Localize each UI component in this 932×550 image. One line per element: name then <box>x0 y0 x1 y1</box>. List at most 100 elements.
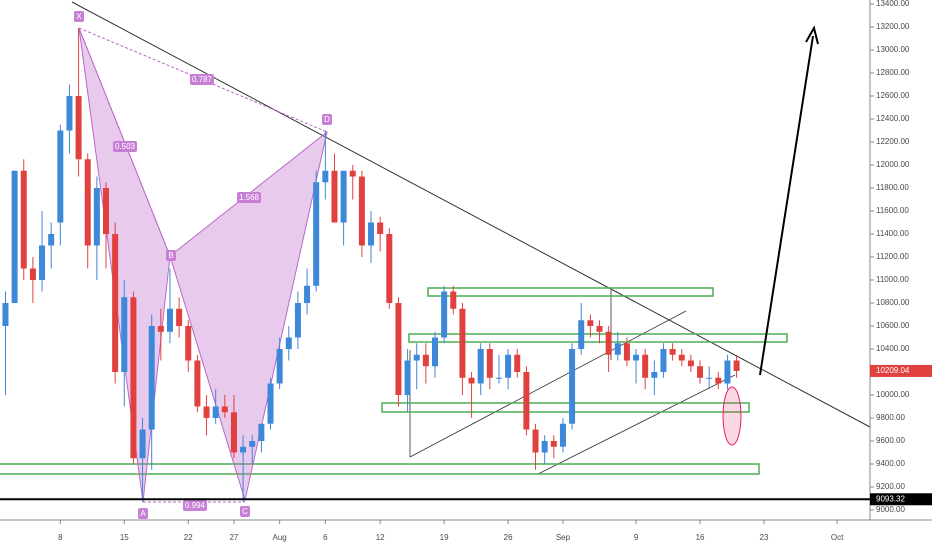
trend-line <box>409 310 687 458</box>
candle-body <box>249 440 256 447</box>
candle-body <box>103 188 110 235</box>
price-tag-label: 9093.32 <box>876 494 905 503</box>
candle-body <box>523 372 530 430</box>
candle-body <box>514 354 521 373</box>
candle-body <box>166 308 173 332</box>
candle-body <box>468 377 475 384</box>
candle-body <box>550 440 557 447</box>
candle-body <box>194 360 201 407</box>
zone <box>408 333 788 343</box>
candle-body <box>450 291 457 309</box>
candle-body <box>687 360 694 367</box>
x-tick-label: 26 <box>504 533 513 542</box>
y-tick-label: 10400.00 <box>876 344 910 353</box>
zone <box>427 287 714 297</box>
candle-body <box>697 366 704 378</box>
candle-body <box>614 343 621 355</box>
point-label: D <box>324 115 330 124</box>
candle-body <box>678 354 685 361</box>
candle-body <box>642 354 649 378</box>
candle-body <box>386 234 393 304</box>
y-tick-label: 10800.00 <box>876 298 910 307</box>
zone <box>0 463 760 475</box>
x-tick-label: Oct <box>831 533 844 542</box>
candle-body <box>230 412 237 453</box>
point-label: B <box>168 251 173 260</box>
candle-body <box>340 170 347 223</box>
candle-body <box>48 234 55 246</box>
candle-body <box>276 349 283 384</box>
candle-body <box>532 429 539 453</box>
candle-body <box>669 349 676 355</box>
y-tick-label: 12600.00 <box>876 91 910 100</box>
candle-body <box>2 303 9 327</box>
ratio-label: 0.994 <box>185 501 206 510</box>
candle-body <box>20 170 27 269</box>
candle-body <box>157 326 164 332</box>
ratio-label: 1.568 <box>239 193 260 202</box>
highlight <box>722 386 742 446</box>
candle-body <box>139 429 146 459</box>
candle-body <box>486 349 493 378</box>
candle-body <box>413 354 420 361</box>
candle-body <box>706 377 713 379</box>
last-price-label: 10209.04 <box>876 366 910 375</box>
y-tick-label: 12400.00 <box>876 114 910 123</box>
pattern-labels: X A B C D 0.787 0.503 1.568 0.994 <box>74 11 332 519</box>
candle-body <box>39 245 46 281</box>
y-tick-label: 9400.00 <box>876 459 905 468</box>
x-tick-label: 6 <box>323 533 328 542</box>
candle-body <box>313 182 320 286</box>
candle-body <box>541 440 548 453</box>
candle-body <box>358 176 365 246</box>
label-box <box>183 500 207 511</box>
label-box <box>237 192 261 203</box>
point-label: A <box>140 509 146 518</box>
y-tick-label: 13400.00 <box>876 0 910 8</box>
ratio-label: 0.503 <box>115 142 136 151</box>
candles <box>2 28 740 502</box>
y-tick-label: 10000.00 <box>876 390 910 399</box>
candle-body <box>176 308 183 327</box>
candle-body <box>578 320 585 350</box>
candle-body <box>29 268 36 281</box>
candle-body <box>559 423 566 447</box>
forecast-arrow <box>759 35 814 376</box>
y-tick-label: 9600.00 <box>876 436 905 445</box>
y-tick-label: 13200.00 <box>876 22 910 31</box>
candle-body <box>505 354 512 378</box>
ratio-label: 0.787 <box>192 75 213 84</box>
y-tick-label: 9000.00 <box>876 505 905 514</box>
candle-body <box>267 383 274 424</box>
y-tick-label: 11000.00 <box>876 275 909 284</box>
candle-body <box>331 170 338 223</box>
label-box <box>240 506 250 517</box>
y-tick-label: 9200.00 <box>876 482 905 491</box>
x-tick-label: 12 <box>376 533 385 542</box>
x-tick-label: Sep <box>556 533 571 542</box>
x-tick-label: 16 <box>696 533 705 542</box>
x-tick-label: 15 <box>120 533 129 542</box>
candle-body <box>404 360 411 396</box>
label-box <box>166 250 176 261</box>
candle-body <box>258 423 265 441</box>
candle-body <box>569 349 576 424</box>
candle-body <box>121 297 128 373</box>
candle-body <box>368 222 375 246</box>
candle-body <box>93 188 100 246</box>
candle-body <box>112 234 119 373</box>
zone <box>381 402 750 413</box>
candle-body <box>84 159 91 246</box>
y-tick-label: 11800.00 <box>876 183 909 192</box>
candle-body <box>724 360 731 384</box>
candle-body <box>304 285 311 304</box>
y-tick-label: 10600.00 <box>876 321 910 330</box>
last-price-tag <box>870 364 932 377</box>
candle-body <box>322 170 329 183</box>
price-tag <box>870 493 932 506</box>
candle-body <box>715 377 722 384</box>
candle-body <box>66 96 73 131</box>
candle-body <box>11 170 18 304</box>
